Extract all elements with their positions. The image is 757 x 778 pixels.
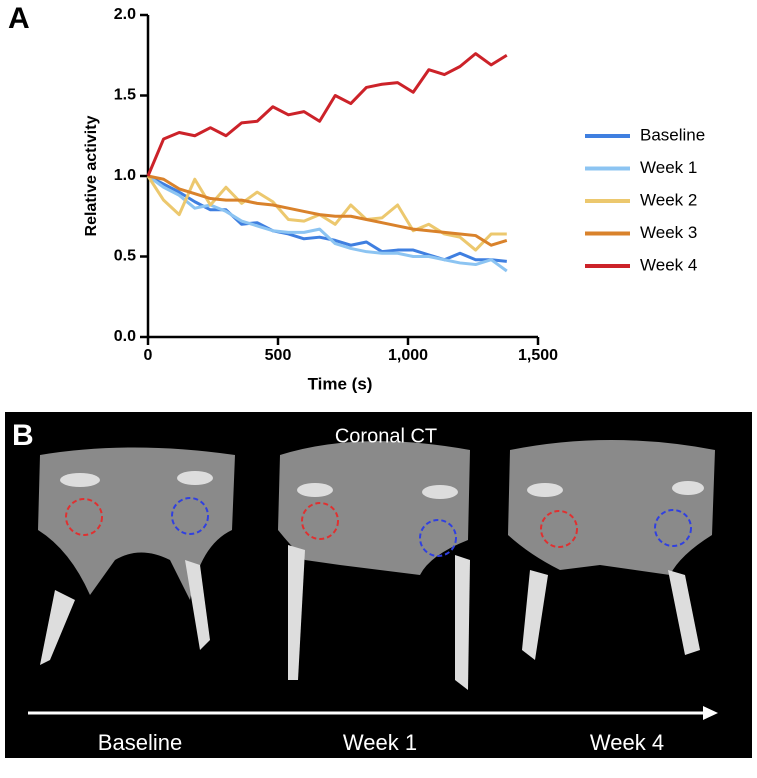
legend-label: Week 3 [640,223,697,242]
panel-label: A [8,2,30,35]
legend-label: Baseline [640,125,705,144]
y-tick-label: 1.5 [114,87,136,104]
legend-label: Week 2 [640,190,697,209]
ct-label: Week 1 [343,730,417,755]
roi-circles [65,497,692,557]
x-tick-label: 1,500 [518,347,558,364]
legend-label: Week 1 [640,158,697,177]
series-line [147,174,507,263]
x-tick-label: 0 [144,347,153,364]
ct-title: Coronal CT [335,425,437,447]
panel-label: B [12,419,34,452]
legend-label: Week 4 [640,255,697,274]
x-tick-label: 500 [265,347,292,364]
series-line [147,174,508,247]
x-tick-label: 1,000 [388,347,428,364]
y-tick-label: 1.0 [114,167,136,184]
ct-images [38,440,715,690]
y-tick-label: 0.5 [114,248,136,265]
x-axis-label: Time (s) [308,374,373,393]
series-line [146,52,508,177]
series-line [147,174,508,273]
series-line [146,175,507,252]
arrow-head [703,706,718,720]
y-axis-label: Relative activity [83,115,100,236]
ct-label: Week 4 [590,730,664,755]
y-tick-label: 2.0 [114,6,136,23]
ct-label: Baseline [98,730,182,755]
y-tick-label: 0.0 [114,328,136,345]
